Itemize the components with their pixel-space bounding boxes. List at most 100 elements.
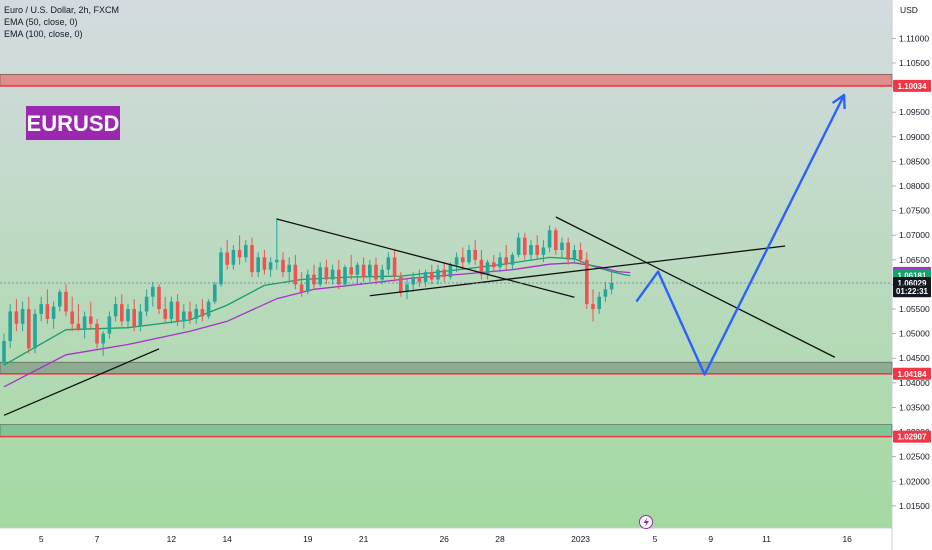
candle xyxy=(250,237,254,278)
candle-body xyxy=(479,259,484,275)
time-tick-label[interactable]: 19 xyxy=(303,534,313,544)
candle xyxy=(380,264,384,285)
price-label-text: 1.04184 xyxy=(898,370,927,379)
candle-body xyxy=(504,257,508,265)
time-tick-label[interactable]: 2023 xyxy=(571,534,590,544)
candle xyxy=(591,289,595,322)
candle-body xyxy=(27,309,31,349)
candle-body xyxy=(256,257,260,273)
candle xyxy=(132,299,136,332)
time-tick-label[interactable]: 26 xyxy=(439,534,449,544)
zones-layer xyxy=(0,74,893,438)
candle xyxy=(547,225,552,253)
candle xyxy=(523,232,527,260)
price-tick-label: 1.08500 xyxy=(899,156,930,166)
time-axis-ticks[interactable]: 5 7 12 14 19 21 26 28 2023 5 9 11 16 xyxy=(39,534,852,544)
candle-body xyxy=(213,284,217,302)
projection-path[interactable] xyxy=(635,94,846,376)
price-tick: 1.08000 xyxy=(892,181,930,191)
price-tick: 1.07000 xyxy=(892,230,930,240)
candle-body xyxy=(417,277,422,282)
candle xyxy=(337,259,341,290)
candle xyxy=(287,257,291,282)
candle xyxy=(27,296,31,354)
candle xyxy=(138,304,143,332)
candle-body xyxy=(299,284,304,292)
candle xyxy=(510,252,515,270)
candle-body xyxy=(392,257,397,278)
candle-body xyxy=(609,282,614,290)
price-label-text: 1.06181 xyxy=(898,272,927,281)
candle-body xyxy=(516,237,521,255)
candle xyxy=(64,284,68,317)
time-tick-label[interactable]: 7 xyxy=(95,534,100,544)
price-label-background xyxy=(893,285,931,298)
time-tick-label[interactable]: 11 xyxy=(762,534,771,544)
candle-body xyxy=(374,264,378,280)
time-tick-label[interactable]: 12 xyxy=(167,534,177,544)
candle-body xyxy=(554,230,558,250)
candle xyxy=(485,259,490,280)
candle-body xyxy=(330,269,335,280)
price-tick-label: 1.07500 xyxy=(899,206,930,216)
candle xyxy=(411,272,415,292)
candle-body xyxy=(58,291,62,307)
candle xyxy=(231,245,236,270)
candle-body xyxy=(82,316,87,329)
price-label-background xyxy=(893,79,931,92)
candle-body xyxy=(585,259,589,305)
candle xyxy=(386,252,391,275)
candle-body xyxy=(64,291,68,312)
candle-body xyxy=(380,269,384,280)
candle-body xyxy=(76,323,81,329)
candle xyxy=(355,262,360,285)
price-tick-label: 1.09000 xyxy=(899,132,930,142)
candle-body xyxy=(101,333,105,344)
price-tick: 1.04500 xyxy=(892,353,930,363)
candle xyxy=(8,304,12,349)
candle-body xyxy=(2,341,6,364)
time-tick-label[interactable]: 9 xyxy=(708,534,713,544)
trend-line-2[interactable] xyxy=(369,245,786,297)
time-tick-label[interactable]: 16 xyxy=(842,534,852,544)
eurusd-label-text: EURUSD xyxy=(27,111,120,136)
candle-body xyxy=(194,309,198,319)
candle-body xyxy=(535,245,539,255)
candle-body xyxy=(95,323,99,344)
candle xyxy=(157,284,161,314)
time-tick-label[interactable]: 14 xyxy=(222,534,232,544)
trend-line-3[interactable] xyxy=(555,216,836,358)
candle-body xyxy=(39,304,43,314)
candle-body xyxy=(281,259,285,273)
candle xyxy=(392,249,397,282)
candle-body xyxy=(386,257,391,270)
candle-body xyxy=(448,264,453,278)
candle xyxy=(566,237,570,265)
candle xyxy=(504,245,508,270)
candle-body xyxy=(237,249,242,258)
candle-body xyxy=(355,264,360,275)
candle xyxy=(39,296,43,322)
trend-line-0[interactable] xyxy=(3,348,160,416)
candle xyxy=(213,281,217,305)
candle-body xyxy=(51,306,56,319)
time-tick-label[interactable]: 5 xyxy=(653,534,658,544)
lightning-icon[interactable] xyxy=(639,515,653,529)
time-tick-label[interactable]: 21 xyxy=(359,534,369,544)
candle-body xyxy=(578,249,583,260)
time-tick-label[interactable]: 28 xyxy=(495,534,505,544)
candle-body xyxy=(492,262,496,268)
candle xyxy=(479,249,484,280)
chart-legend: Euro / U.S. Dollar, 2h, FXCM EMA (50, cl… xyxy=(4,5,119,39)
price-tick: 1.05500 xyxy=(892,304,930,314)
candle xyxy=(194,304,198,324)
time-tick-label[interactable]: 5 xyxy=(39,534,44,544)
candle xyxy=(33,309,37,354)
trend-line-1[interactable] xyxy=(276,218,575,298)
price-label-text: 1.06029 xyxy=(898,279,927,288)
candle xyxy=(324,259,329,285)
candle-body xyxy=(200,309,205,317)
candle-body xyxy=(368,264,372,278)
